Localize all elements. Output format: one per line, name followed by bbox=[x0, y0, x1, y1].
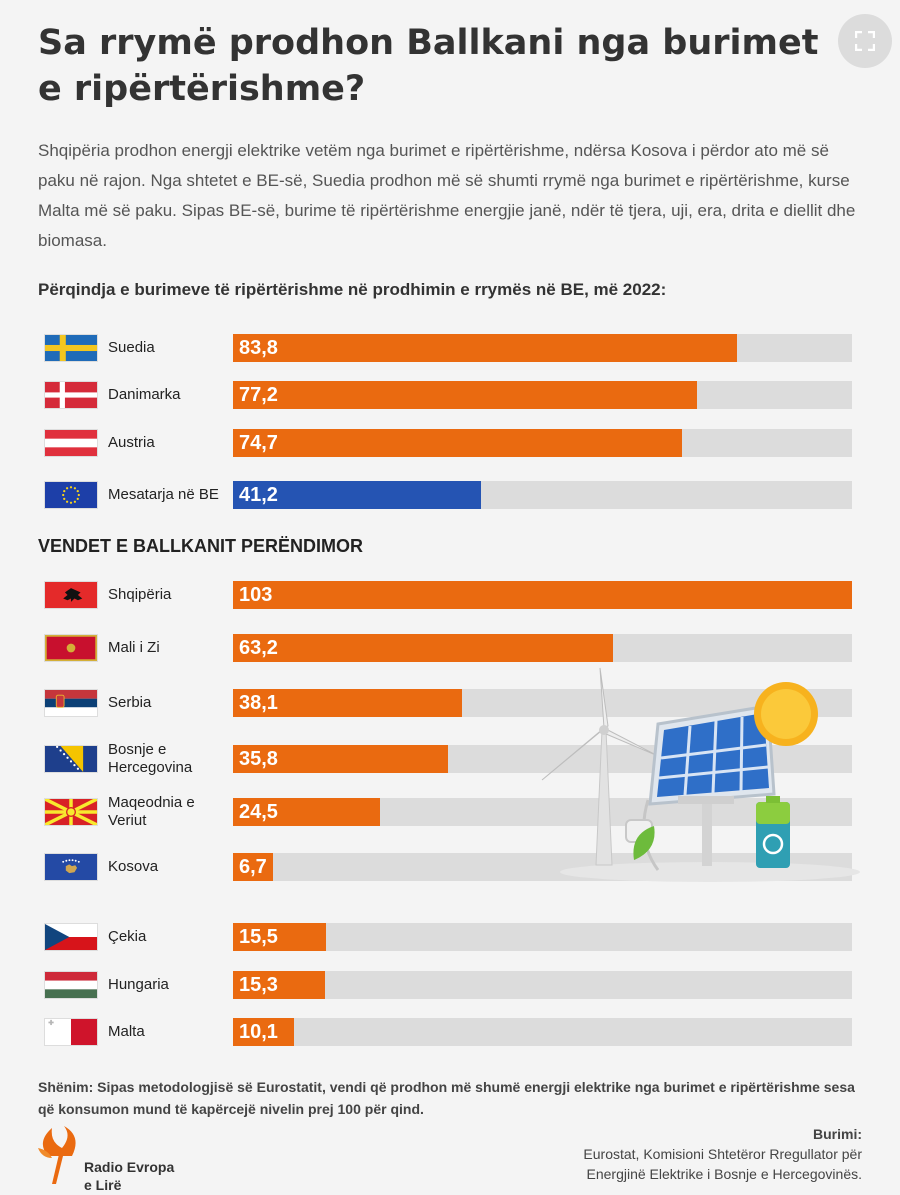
bar-row-mali-i-zi: Mali i Zi 63,2 bbox=[0, 633, 900, 663]
intro-paragraph: Shqipëria prodhon energji elektrike vetë… bbox=[38, 141, 856, 250]
bar-row-maqeodnia-e-veriut: Maqeodnia e Veriut 24,5 bbox=[0, 794, 900, 829]
value-label: 24,5 bbox=[239, 801, 278, 823]
section-heading-western-balkans: VENDET E BALLKANIT PERËNDIMOR bbox=[38, 536, 364, 556]
bar-serbia: 38,1 bbox=[233, 689, 462, 717]
bar-bosnje-e-hercegovina: 35,8 bbox=[233, 745, 448, 773]
denmark-flag bbox=[44, 381, 98, 409]
bar-danimarka: 77,2 bbox=[233, 381, 697, 409]
value-label: 35,8 bbox=[239, 748, 278, 770]
bar-row-shqipëria: Shqipëria 103 bbox=[0, 580, 900, 610]
serbia-flag bbox=[44, 689, 98, 717]
category-label: Maqeodnia e Veriut bbox=[108, 794, 195, 829]
rel-logo[interactable]: Radio Evropa e Lirë bbox=[34, 1126, 224, 1193]
bar-row-danimarka: Danimarka 77,2 bbox=[0, 380, 900, 410]
bar-hungaria: 15,3 bbox=[233, 971, 325, 999]
bar-track: 74,7 bbox=[233, 429, 852, 457]
value-label: 10,1 bbox=[239, 1021, 278, 1043]
logo-line-2: e Lirë bbox=[84, 1177, 122, 1193]
bar-suedia: 83,8 bbox=[233, 334, 737, 362]
bar-track: 15,3 bbox=[233, 971, 852, 999]
bar-mesatarja-në-be: 41,2 bbox=[233, 481, 481, 509]
category-label: Suedia bbox=[108, 339, 155, 356]
bar-shqipëria: 103 bbox=[233, 581, 852, 609]
bar-malta: 10,1 bbox=[233, 1018, 294, 1046]
bar-row-malta: Malta 10,1 bbox=[0, 1017, 900, 1047]
montenegro-flag bbox=[44, 634, 98, 662]
bosnia-flag bbox=[44, 745, 98, 773]
bar-row-hungaria: Hungaria 15,3 bbox=[0, 970, 900, 1000]
value-label: 38,1 bbox=[239, 692, 278, 714]
bar-mali-i-zi: 63,2 bbox=[233, 634, 613, 662]
category-label: Austria bbox=[108, 434, 155, 451]
value-label: 15,5 bbox=[239, 926, 278, 948]
malta-flag bbox=[44, 1018, 98, 1046]
bar-track: 15,5 bbox=[233, 923, 852, 951]
albania-flag bbox=[44, 581, 98, 609]
source-credit: Burimi: Eurostat, Komisioni Shtetëror Rr… bbox=[442, 1124, 862, 1184]
chart-subtitle: Përqindja e burimeve të ripërtërishme në… bbox=[38, 280, 667, 299]
category-label: Mali i Zi bbox=[108, 639, 160, 656]
chart-title: Sa rrymë prodhon Ballkani nga burimet e … bbox=[38, 23, 819, 109]
renewable-energy-illustration bbox=[541, 667, 860, 882]
torch-logo-icon bbox=[38, 1126, 76, 1184]
category-label: Çekia bbox=[108, 928, 147, 945]
category-label: Hungaria bbox=[108, 976, 169, 993]
value-label: 41,2 bbox=[239, 484, 278, 506]
hungary-flag bbox=[44, 971, 98, 999]
bar-row-austria: Austria 74,7 bbox=[0, 428, 900, 458]
category-label: Mesatarja në BE bbox=[108, 486, 219, 503]
expand-button[interactable] bbox=[838, 14, 892, 68]
bar-track: 41,2 bbox=[233, 481, 852, 509]
austria-flag bbox=[44, 429, 98, 457]
source-line-2: Energjinë Elektrike i Bosnje e Hercegovi… bbox=[586, 1166, 862, 1182]
footnote: Shënim: Sipas metodologjisë së Eurostati… bbox=[38, 1079, 855, 1117]
category-label: Malta bbox=[108, 1023, 145, 1040]
bar-çekia: 15,5 bbox=[233, 923, 326, 951]
bar-track: 103 bbox=[233, 581, 852, 609]
source-label: Burimi: bbox=[813, 1126, 862, 1142]
value-label: 63,2 bbox=[239, 637, 278, 659]
value-label: 6,7 bbox=[239, 856, 267, 878]
category-label: Kosova bbox=[108, 858, 159, 875]
category-label: Danimarka bbox=[108, 386, 181, 403]
category-label: Bosnje e Hercegovina bbox=[108, 741, 193, 776]
kosovo-flag bbox=[44, 853, 98, 881]
bar-track: 63,2 bbox=[233, 634, 852, 662]
north-macedonia-flag bbox=[44, 798, 98, 826]
value-label: 74,7 bbox=[239, 432, 278, 454]
logo-line-1: Radio Evropa bbox=[84, 1159, 175, 1175]
bar-kosova: 6,7 bbox=[233, 853, 273, 881]
bar-row-suedia: Suedia 83,8 bbox=[0, 333, 900, 363]
category-label: Shqipëria bbox=[108, 586, 172, 603]
value-label: 77,2 bbox=[239, 384, 278, 406]
value-label: 103 bbox=[239, 584, 273, 606]
bar-row-çekia: Çekia 15,5 bbox=[0, 922, 900, 952]
bar-track: 24,5 bbox=[233, 798, 852, 826]
expand-icon bbox=[855, 31, 875, 51]
bar-row-mesatarja-në-be: Mesatarja në BE 41,2 bbox=[0, 480, 900, 510]
value-label: 83,8 bbox=[239, 337, 278, 359]
bar-track: 77,2 bbox=[233, 381, 852, 409]
eu-flag bbox=[44, 481, 98, 509]
sweden-flag bbox=[44, 334, 98, 362]
czechia-flag bbox=[44, 923, 98, 951]
bar-austria: 74,7 bbox=[233, 429, 682, 457]
source-line-1: Eurostat, Komisioni Shtetëror Rregullato… bbox=[583, 1146, 862, 1162]
bar-track: 83,8 bbox=[233, 334, 852, 362]
bar-track: 10,1 bbox=[233, 1018, 852, 1046]
category-label: Serbia bbox=[108, 694, 152, 711]
bar-maqeodnia-e-veriut: 24,5 bbox=[233, 798, 380, 826]
value-label: 15,3 bbox=[239, 974, 278, 996]
